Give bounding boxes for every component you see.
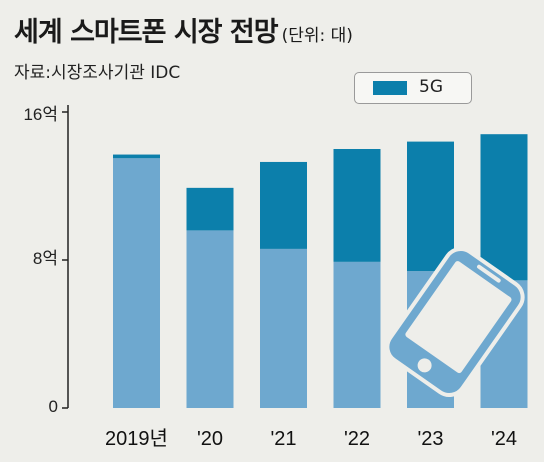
x-tick-label-0: 2019년 bbox=[105, 427, 168, 450]
y-axis: 0 8억 16억 bbox=[23, 105, 69, 416]
bar-fiveg-0 bbox=[113, 154, 160, 159]
bar-fiveg-1 bbox=[186, 187, 234, 231]
source-note: 자료:시장조사기관 IDC bbox=[14, 63, 181, 83]
y-tick-label-0: 0 bbox=[49, 397, 58, 416]
x-tick-label-2: '21 bbox=[270, 428, 296, 450]
bar-fiveg-2 bbox=[260, 161, 307, 249]
bar-total-2 bbox=[260, 248, 307, 408]
smartphone-icon bbox=[385, 246, 525, 398]
bar-fiveg-3 bbox=[333, 149, 381, 262]
y-tick-label-2: 16억 bbox=[23, 105, 58, 124]
legend-label-5g: 5G bbox=[419, 77, 443, 97]
chart-title-text: 세계 스마트폰 시장 전망 bbox=[14, 17, 279, 48]
x-tick-label-1: '20 bbox=[197, 428, 223, 450]
x-tick-label-4: '23 bbox=[417, 428, 443, 450]
x-tick-label-3: '22 bbox=[344, 428, 370, 450]
bar-fiveg-5 bbox=[480, 134, 528, 281]
bar-fiveg-4 bbox=[407, 141, 454, 272]
x-axis: 2019년 '20 '21 '22 '23 '24 bbox=[105, 427, 517, 450]
legend-swatch-5g bbox=[373, 81, 407, 95]
x-tick-label-5: '24 bbox=[491, 428, 517, 450]
bar-total-3 bbox=[333, 261, 381, 408]
y-tick-label-1: 8억 bbox=[33, 249, 58, 268]
bar-total-0 bbox=[113, 158, 160, 408]
unit-label: (단위: 대) bbox=[281, 26, 353, 46]
chart-title: 세계 스마트폰 시장 전망 (단위: 대) bbox=[14, 10, 353, 49]
legend: 5G bbox=[354, 72, 472, 104]
bar-total-1 bbox=[186, 230, 234, 408]
